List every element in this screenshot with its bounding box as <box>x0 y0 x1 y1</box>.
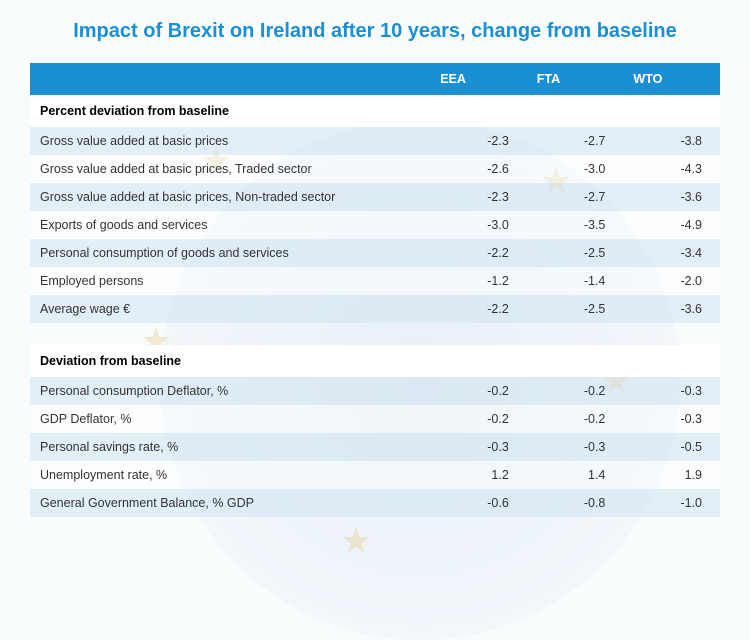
table-row: GDP Deflator, %-0.2-0.2-0.3 <box>30 405 720 433</box>
cell-value: -0.3 <box>623 377 720 405</box>
col-header-fta: FTA <box>527 63 624 95</box>
cell-value: -3.5 <box>527 211 624 239</box>
row-label: Personal consumption of goods and servic… <box>30 239 430 267</box>
row-label: Employed persons <box>30 267 430 295</box>
cell-value: -2.6 <box>430 155 527 183</box>
table-row: Employed persons-1.2-1.4-2.0 <box>30 267 720 295</box>
cell-value: 1.2 <box>430 461 527 489</box>
page-title: Impact of Brexit on Ireland after 10 yea… <box>30 20 720 43</box>
cell-value: -0.6 <box>430 489 527 517</box>
row-label: Exports of goods and services <box>30 211 430 239</box>
row-label: Gross value added at basic prices <box>30 127 430 155</box>
cell-value: -0.3 <box>527 433 624 461</box>
cell-value: -2.5 <box>527 239 624 267</box>
table-row: Personal consumption of goods and servic… <box>30 239 720 267</box>
col-header-blank <box>30 63 430 95</box>
table-row: Average wage €-2.2-2.5-3.6 <box>30 295 720 323</box>
table-row: Gross value added at basic prices-2.3-2.… <box>30 127 720 155</box>
cell-value: -0.2 <box>430 405 527 433</box>
data-table: EEA FTA WTO Percent deviation from basel… <box>30 63 720 517</box>
cell-value: 1.9 <box>623 461 720 489</box>
section-header: Percent deviation from baseline <box>30 95 720 127</box>
cell-value: -2.3 <box>430 183 527 211</box>
cell-value: -2.2 <box>430 295 527 323</box>
cell-value: -2.3 <box>430 127 527 155</box>
row-label: Gross value added at basic prices, Trade… <box>30 155 430 183</box>
cell-value: -3.6 <box>623 295 720 323</box>
row-label: General Government Balance, % GDP <box>30 489 430 517</box>
cell-value: -0.8 <box>527 489 624 517</box>
table-row: Personal consumption Deflator, %-0.2-0.2… <box>30 377 720 405</box>
cell-value: -2.7 <box>527 183 624 211</box>
row-label: Personal consumption Deflator, % <box>30 377 430 405</box>
row-label: Unemployment rate, % <box>30 461 430 489</box>
table-row: Exports of goods and services-3.0-3.5-4.… <box>30 211 720 239</box>
cell-value: -3.4 <box>623 239 720 267</box>
cell-value: -3.6 <box>623 183 720 211</box>
col-header-eea: EEA <box>430 63 527 95</box>
cell-value: -4.9 <box>623 211 720 239</box>
cell-value: -4.3 <box>623 155 720 183</box>
table-row: Gross value added at basic prices, Trade… <box>30 155 720 183</box>
cell-value: -0.2 <box>527 377 624 405</box>
table-row: General Government Balance, % GDP-0.6-0.… <box>30 489 720 517</box>
table-header-row: EEA FTA WTO <box>30 63 720 95</box>
row-label: Gross value added at basic prices, Non-t… <box>30 183 430 211</box>
section-header-label: Percent deviation from baseline <box>30 95 720 127</box>
col-header-wto: WTO <box>623 63 720 95</box>
table-body: Percent deviation from baselineGross val… <box>30 95 720 517</box>
cell-value: -2.2 <box>430 239 527 267</box>
cell-value: -1.2 <box>430 267 527 295</box>
row-label: Average wage € <box>30 295 430 323</box>
table-row: Personal savings rate, %-0.3-0.3-0.5 <box>30 433 720 461</box>
cell-value: -2.0 <box>623 267 720 295</box>
cell-value: -3.8 <box>623 127 720 155</box>
cell-value: -0.5 <box>623 433 720 461</box>
cell-value: -2.5 <box>527 295 624 323</box>
table-row: Unemployment rate, %1.21.41.9 <box>30 461 720 489</box>
row-label: GDP Deflator, % <box>30 405 430 433</box>
cell-value: -3.0 <box>430 211 527 239</box>
cell-value: -3.0 <box>527 155 624 183</box>
cell-value: -1.4 <box>527 267 624 295</box>
table-row: Gross value added at basic prices, Non-t… <box>30 183 720 211</box>
cell-value: -0.3 <box>623 405 720 433</box>
cell-value: -1.0 <box>623 489 720 517</box>
section-header: Deviation from baseline <box>30 345 720 377</box>
cell-value: -0.2 <box>430 377 527 405</box>
row-label: Personal savings rate, % <box>30 433 430 461</box>
section-header-label: Deviation from baseline <box>30 345 720 377</box>
cell-value: -0.2 <box>527 405 624 433</box>
cell-value: 1.4 <box>527 461 624 489</box>
cell-value: -0.3 <box>430 433 527 461</box>
cell-value: -2.7 <box>527 127 624 155</box>
